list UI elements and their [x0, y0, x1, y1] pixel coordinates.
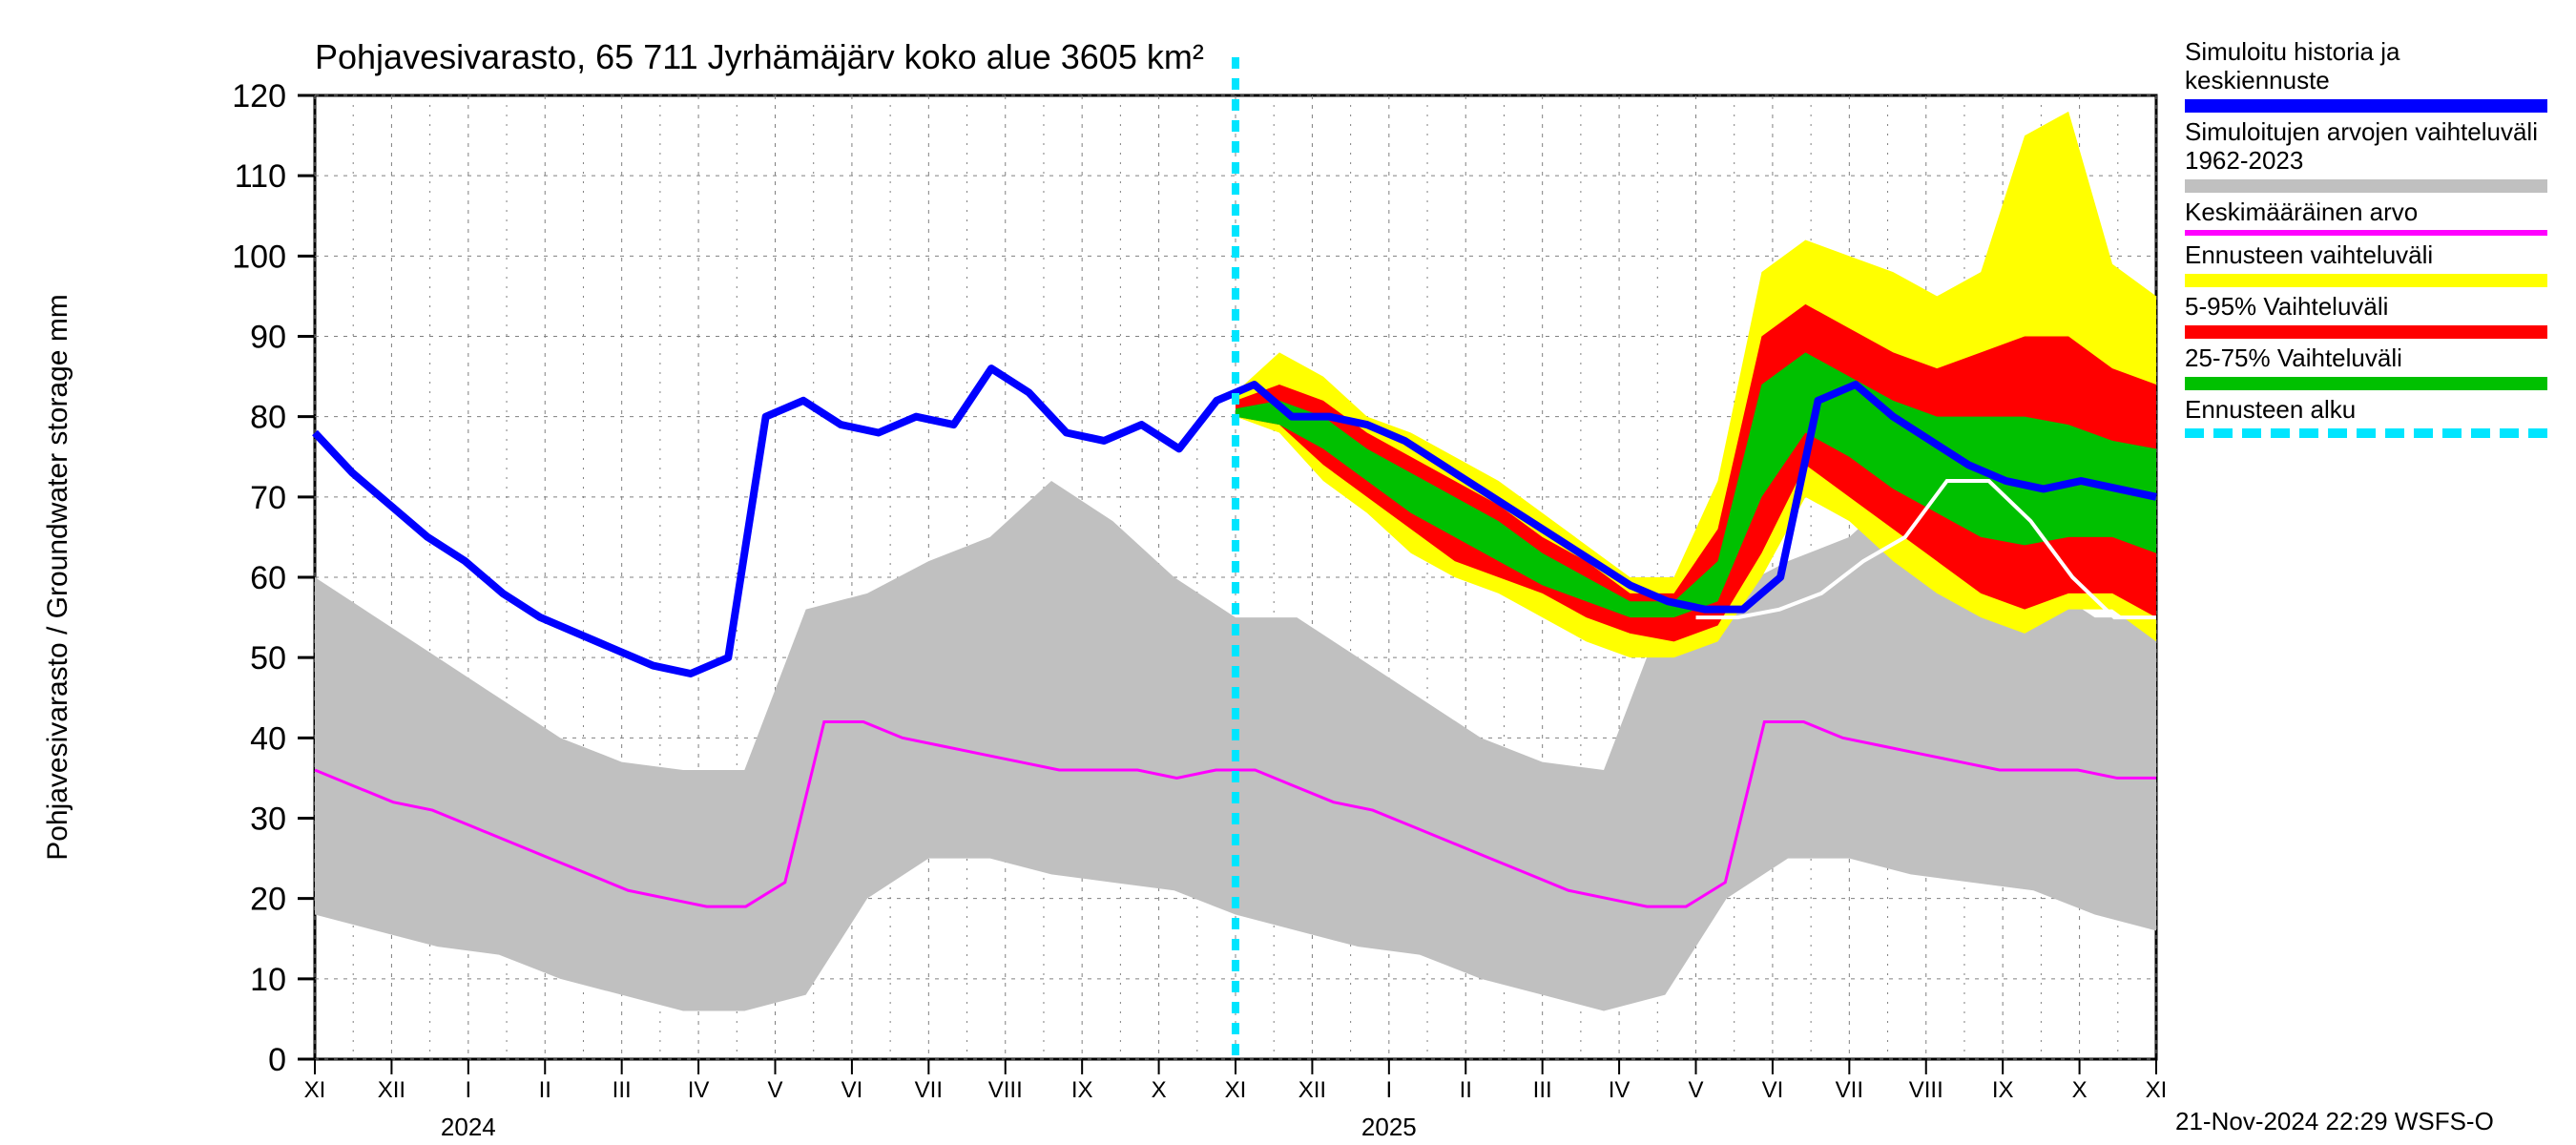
- svg-text:XII: XII: [1298, 1077, 1326, 1103]
- svg-text:III: III: [1533, 1077, 1552, 1103]
- legend-entry: 5-95% Vaihteluväli: [2185, 293, 2547, 339]
- svg-text:III: III: [613, 1077, 632, 1103]
- legend-label: 25-75% Vaihteluväli: [2185, 344, 2547, 373]
- svg-text:IV: IV: [688, 1077, 710, 1103]
- svg-text:XI: XI: [2146, 1077, 2168, 1103]
- svg-text:I: I: [465, 1077, 471, 1103]
- render-timestamp: 21-Nov-2024 22:29 WSFS-O: [2175, 1107, 2494, 1136]
- svg-text:VII: VII: [1836, 1077, 1863, 1103]
- legend-swatch: [2185, 274, 2547, 287]
- svg-text:V: V: [767, 1077, 782, 1103]
- chart-title: Pohjavesivarasto, 65 711 Jyrhämäjärv kok…: [315, 37, 1204, 76]
- legend-label: Ennusteen alku: [2185, 396, 2547, 425]
- svg-text:10: 10: [250, 962, 286, 998]
- svg-text:XII: XII: [378, 1077, 405, 1103]
- legend-swatch: [2185, 325, 2547, 339]
- legend-label: Keskimääräinen arvo: [2185, 198, 2547, 227]
- svg-text:VIII: VIII: [988, 1077, 1023, 1103]
- legend-entry: 25-75% Vaihteluväli: [2185, 344, 2547, 390]
- svg-text:II: II: [1460, 1077, 1472, 1103]
- svg-text:120: 120: [232, 78, 286, 114]
- svg-text:0: 0: [268, 1042, 286, 1078]
- legend-entry: Keskimääräinen arvo: [2185, 198, 2547, 237]
- svg-text:VIII: VIII: [1909, 1077, 1943, 1103]
- svg-text:2024: 2024: [441, 1113, 496, 1141]
- svg-text:20: 20: [250, 882, 286, 918]
- svg-text:100: 100: [232, 239, 286, 275]
- svg-text:XI: XI: [304, 1077, 326, 1103]
- legend-entry: Simuloitujen arvojen vaihteluväli 1962-2…: [2185, 118, 2547, 193]
- legend-swatch: [2185, 179, 2547, 193]
- legend-swatch: [2185, 99, 2547, 113]
- svg-text:X: X: [2072, 1077, 2088, 1103]
- svg-text:30: 30: [250, 802, 286, 838]
- svg-text:XI: XI: [1225, 1077, 1247, 1103]
- svg-text:60: 60: [250, 560, 286, 596]
- svg-text:VI: VI: [841, 1077, 863, 1103]
- svg-text:VI: VI: [1762, 1077, 1784, 1103]
- legend-label: Simuloitu historia ja keskiennuste: [2185, 38, 2547, 95]
- legend-label: Simuloitujen arvojen vaihteluväli 1962-2…: [2185, 118, 2547, 176]
- svg-text:70: 70: [250, 480, 286, 516]
- svg-text:80: 80: [250, 400, 286, 436]
- y-axis-label: Pohjavesivarasto / Groundwater storage m…: [42, 294, 73, 861]
- svg-text:VII: VII: [915, 1077, 943, 1103]
- svg-text:IV: IV: [1609, 1077, 1631, 1103]
- svg-text:90: 90: [250, 320, 286, 356]
- legend-entry: Simuloitu historia ja keskiennuste: [2185, 38, 2547, 113]
- chart-legend: Simuloitu historia ja keskiennuste Simulo…: [2185, 38, 2547, 444]
- legend-swatch: [2185, 377, 2547, 390]
- svg-text:V: V: [1688, 1077, 1703, 1103]
- legend-label: 5-95% Vaihteluväli: [2185, 293, 2547, 322]
- legend-swatch: [2185, 428, 2547, 438]
- svg-text:110: 110: [235, 158, 286, 195]
- legend-swatch: [2185, 230, 2547, 236]
- svg-text:II: II: [539, 1077, 551, 1103]
- svg-text:2025: 2025: [1361, 1113, 1417, 1141]
- svg-text:X: X: [1152, 1077, 1167, 1103]
- svg-text:40: 40: [250, 720, 286, 757]
- legend-entry: Ennusteen vaihteluväli: [2185, 241, 2547, 287]
- legend-label: Ennusteen vaihteluväli: [2185, 241, 2547, 270]
- svg-text:I: I: [1385, 1077, 1392, 1103]
- svg-text:IX: IX: [1071, 1077, 1093, 1103]
- svg-text:IX: IX: [1992, 1077, 2014, 1103]
- groundwater-forecast-chart: 0102030405060708090100110120XIXIIIIIIIII…: [0, 0, 2576, 1145]
- legend-entry: Ennusteen alku: [2185, 396, 2547, 438]
- svg-text:50: 50: [250, 640, 286, 677]
